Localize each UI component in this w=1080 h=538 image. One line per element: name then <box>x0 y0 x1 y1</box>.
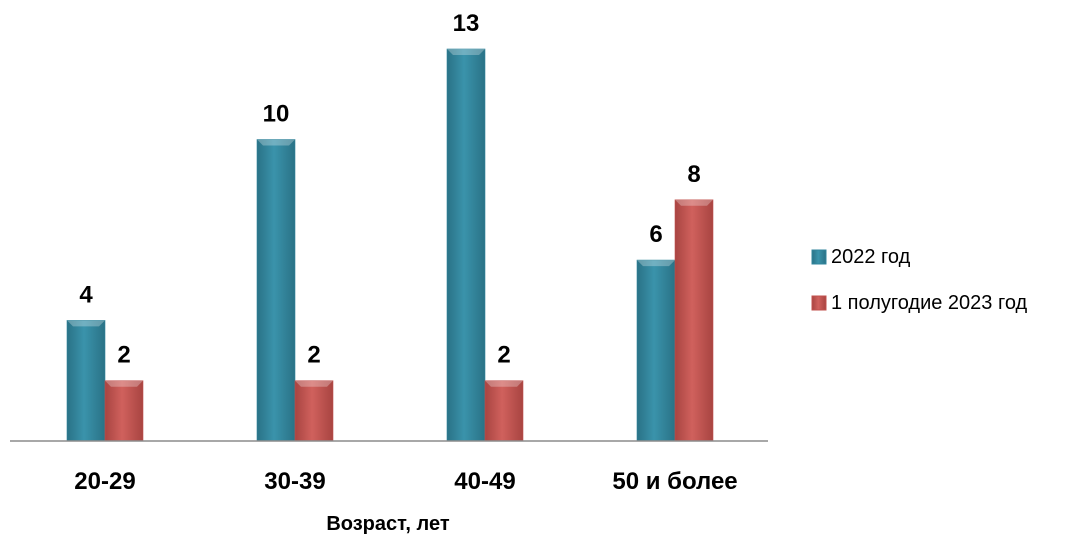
data-label-0-2: 13 <box>453 10 480 37</box>
legend-swatch-0 <box>811 249 827 265</box>
data-label-1-2: 2 <box>497 342 510 369</box>
bar-series1-2 <box>446 48 486 442</box>
bar-bevel-0-1 <box>257 139 295 146</box>
bar-series2-2 <box>484 380 524 442</box>
x-axis-title: Возраст, лет <box>326 513 450 535</box>
data-label-1-3: 8 <box>687 161 700 188</box>
bar-series1-3 <box>636 259 676 442</box>
bar-series1-0 <box>66 320 106 442</box>
bar-bevel-1-2 <box>485 380 523 387</box>
legend-swatch-1 <box>811 295 827 311</box>
x-tick-label-3: 50 и более <box>612 468 737 495</box>
legend-label-1: 1 полугодие 2023 год <box>831 292 1028 314</box>
bars-layer <box>66 48 714 442</box>
x-tick-label-2: 40-49 <box>454 468 515 495</box>
data-label-1-0: 2 <box>117 342 130 369</box>
bar-bevel-1-0 <box>105 380 143 387</box>
data-labels-layer: 4 2 10 2 13 2 6 8 <box>79 10 700 369</box>
data-label-1-1: 2 <box>307 342 320 369</box>
data-label-0-3: 6 <box>649 221 662 248</box>
bar-bevel-0-0 <box>67 320 105 327</box>
legend-label-0: 2022 год <box>831 246 911 268</box>
legend: 2022 год 1 полугодие 2023 год <box>811 246 1028 314</box>
bar-series2-0 <box>104 380 144 442</box>
bar-series2-1 <box>294 380 334 442</box>
bar-series1-1 <box>256 139 296 442</box>
x-tick-label-1: 30-39 <box>264 468 325 495</box>
x-tick-labels: 20-29 30-39 40-49 50 и более <box>74 468 737 495</box>
data-label-0-1: 10 <box>263 100 290 127</box>
bar-bevel-1-1 <box>295 380 333 387</box>
bar-bevel-0-3 <box>637 260 675 267</box>
data-label-0-0: 4 <box>79 281 93 308</box>
bar-series2-3 <box>674 199 714 442</box>
bar-bevel-1-3 <box>675 199 713 206</box>
x-tick-label-0: 20-29 <box>74 468 135 495</box>
bar-bevel-0-2 <box>447 49 485 55</box>
